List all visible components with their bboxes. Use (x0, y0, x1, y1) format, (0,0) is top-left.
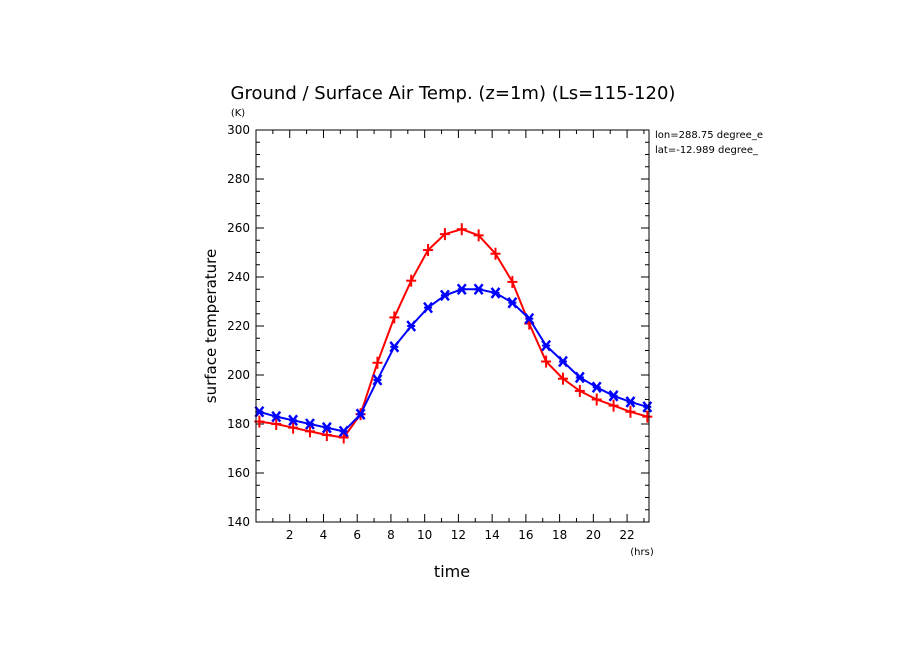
y-tick-label: 280 (227, 172, 250, 186)
data-point (524, 312, 535, 325)
data-point (473, 283, 484, 296)
data-point (456, 283, 467, 296)
data-point (642, 410, 653, 423)
data-point (254, 405, 265, 418)
x-tick-label: 16 (518, 528, 533, 542)
y-unit-label: (K) (231, 108, 245, 119)
data-point (304, 425, 315, 438)
data-point (490, 287, 501, 299)
x-tick-label: 2 (286, 528, 294, 542)
annotation-lat: lat=-12.989 degree_ (655, 145, 759, 156)
data-point (304, 418, 315, 430)
data-point (372, 374, 383, 386)
data-point (574, 371, 585, 384)
series-line (259, 288, 648, 433)
y-tick-label: 140 (227, 515, 250, 529)
data-point (389, 311, 400, 324)
data-point (288, 421, 299, 434)
data-point (591, 381, 602, 394)
plot-frame (255, 129, 650, 523)
data-point (271, 418, 282, 430)
x-tick-label: 18 (552, 528, 567, 542)
data-point (456, 223, 467, 236)
x-axis-label: time (434, 562, 470, 581)
annotation-lon: lon=288.75 degree_e (655, 130, 763, 141)
data-point (507, 275, 518, 288)
data-point (423, 244, 434, 257)
data-point (406, 320, 417, 332)
data-point (288, 414, 299, 427)
x-tick-label: 8 (387, 528, 395, 542)
data-point (338, 431, 349, 444)
data-point (321, 429, 332, 442)
data-point (321, 421, 332, 434)
data-point (439, 228, 450, 241)
data-point (557, 372, 568, 385)
data-point (389, 341, 400, 353)
data-point (271, 410, 282, 423)
data-point (541, 355, 552, 368)
data-point (490, 247, 501, 260)
x-tick-label: 4 (320, 528, 328, 542)
y-tick-label: 260 (227, 221, 250, 235)
data-point (541, 339, 552, 352)
y-tick-label: 220 (227, 319, 250, 333)
data-point (608, 399, 619, 412)
data-point (423, 301, 434, 314)
data-point (338, 425, 349, 438)
data-point (507, 296, 518, 309)
x-unit-label: (hrs) (630, 547, 654, 558)
y-tick-label: 300 (227, 123, 250, 137)
data-point (608, 390, 619, 402)
x-tick-label: 14 (484, 528, 499, 542)
chart-title: Ground / Surface Air Temp. (z=1m) (Ls=11… (231, 83, 676, 104)
data-point (372, 356, 383, 369)
data-point (558, 355, 568, 368)
x-tick-label: 6 (353, 528, 361, 542)
y-axis-label: surface temperature (202, 249, 220, 404)
data-point (473, 229, 484, 242)
series-line (259, 228, 648, 439)
y-tick-label: 240 (227, 270, 250, 284)
y-tick-label: 200 (227, 368, 250, 382)
x-tick-label: 10 (417, 528, 432, 542)
x-tick-label: 20 (586, 528, 601, 542)
data-point (406, 274, 417, 287)
data-point (642, 401, 653, 413)
data-point (625, 405, 636, 418)
data-point (355, 408, 366, 420)
data-point (591, 393, 602, 406)
y-tick-label: 160 (227, 466, 250, 480)
data-point (625, 396, 636, 408)
x-tick-label: 12 (451, 528, 466, 542)
y-tick-label: 180 (227, 417, 250, 431)
data-point (574, 384, 585, 397)
x-tick-label: 22 (619, 528, 634, 542)
data-point (439, 289, 450, 302)
